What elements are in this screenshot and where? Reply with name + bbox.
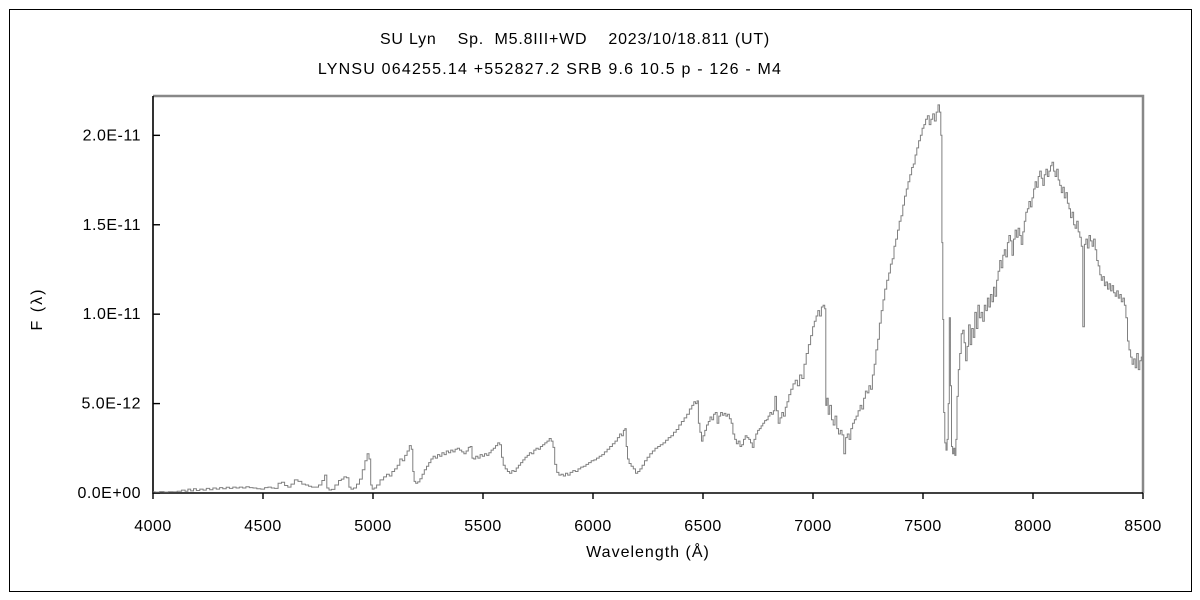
x-tick-label: 5000 bbox=[354, 518, 392, 535]
y-axis-label: F (λ) bbox=[29, 287, 46, 331]
chart-subtitle: LYNSU 064255.14 +552827.2 SRB 9.6 10.5 p… bbox=[317, 61, 783, 78]
x-tick-label: 5500 bbox=[464, 518, 502, 535]
chart-title: SU Lyn Sp. M5.8III+WD 2023/10/18.811 (UT… bbox=[379, 31, 771, 48]
x-tick-label: 8500 bbox=[1124, 518, 1162, 535]
plot-frame bbox=[153, 94, 1145, 493]
x-tick-label: 4500 bbox=[244, 518, 282, 535]
y-tick-label: 5.0E-12 bbox=[81, 396, 141, 413]
spectrum-line bbox=[153, 104, 1143, 493]
y-tick-label: 1.0E-11 bbox=[83, 306, 141, 323]
x-axis-label: Wavelength (Å) bbox=[586, 544, 710, 561]
x-tick-label: 8000 bbox=[1014, 518, 1052, 535]
x-tick-label: 4000 bbox=[134, 518, 172, 535]
y-tick-label: 1.5E-11 bbox=[83, 217, 141, 234]
x-tick-label: 7000 bbox=[794, 518, 832, 535]
x-tick-label: 6500 bbox=[684, 518, 722, 535]
x-tick-label: 7500 bbox=[904, 518, 942, 535]
y-tick-label: 2.0E-11 bbox=[83, 127, 141, 144]
y-tick-label: 0.0E+00 bbox=[77, 485, 141, 502]
x-tick-label: 6000 bbox=[574, 518, 612, 535]
